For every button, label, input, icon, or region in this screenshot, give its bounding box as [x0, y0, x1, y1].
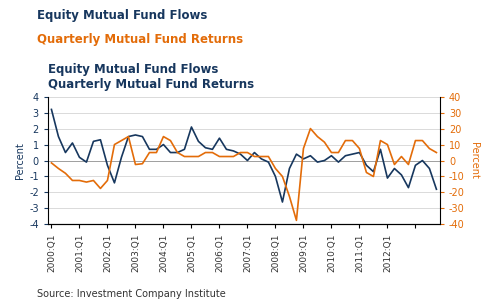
Y-axis label: Percent: Percent [15, 142, 25, 179]
Text: Quarterly Mutual Fund Returns: Quarterly Mutual Fund Returns [37, 33, 243, 46]
Text: Equity Mutual Fund Flows: Equity Mutual Fund Flows [37, 9, 207, 22]
Y-axis label: Percent: Percent [469, 142, 479, 179]
Text: Equity Mutual Fund Flows
Quarterly Mutual Fund Returns: Equity Mutual Fund Flows Quarterly Mutua… [48, 63, 254, 91]
Text: Source: Investment Company Institute: Source: Investment Company Institute [37, 289, 226, 299]
